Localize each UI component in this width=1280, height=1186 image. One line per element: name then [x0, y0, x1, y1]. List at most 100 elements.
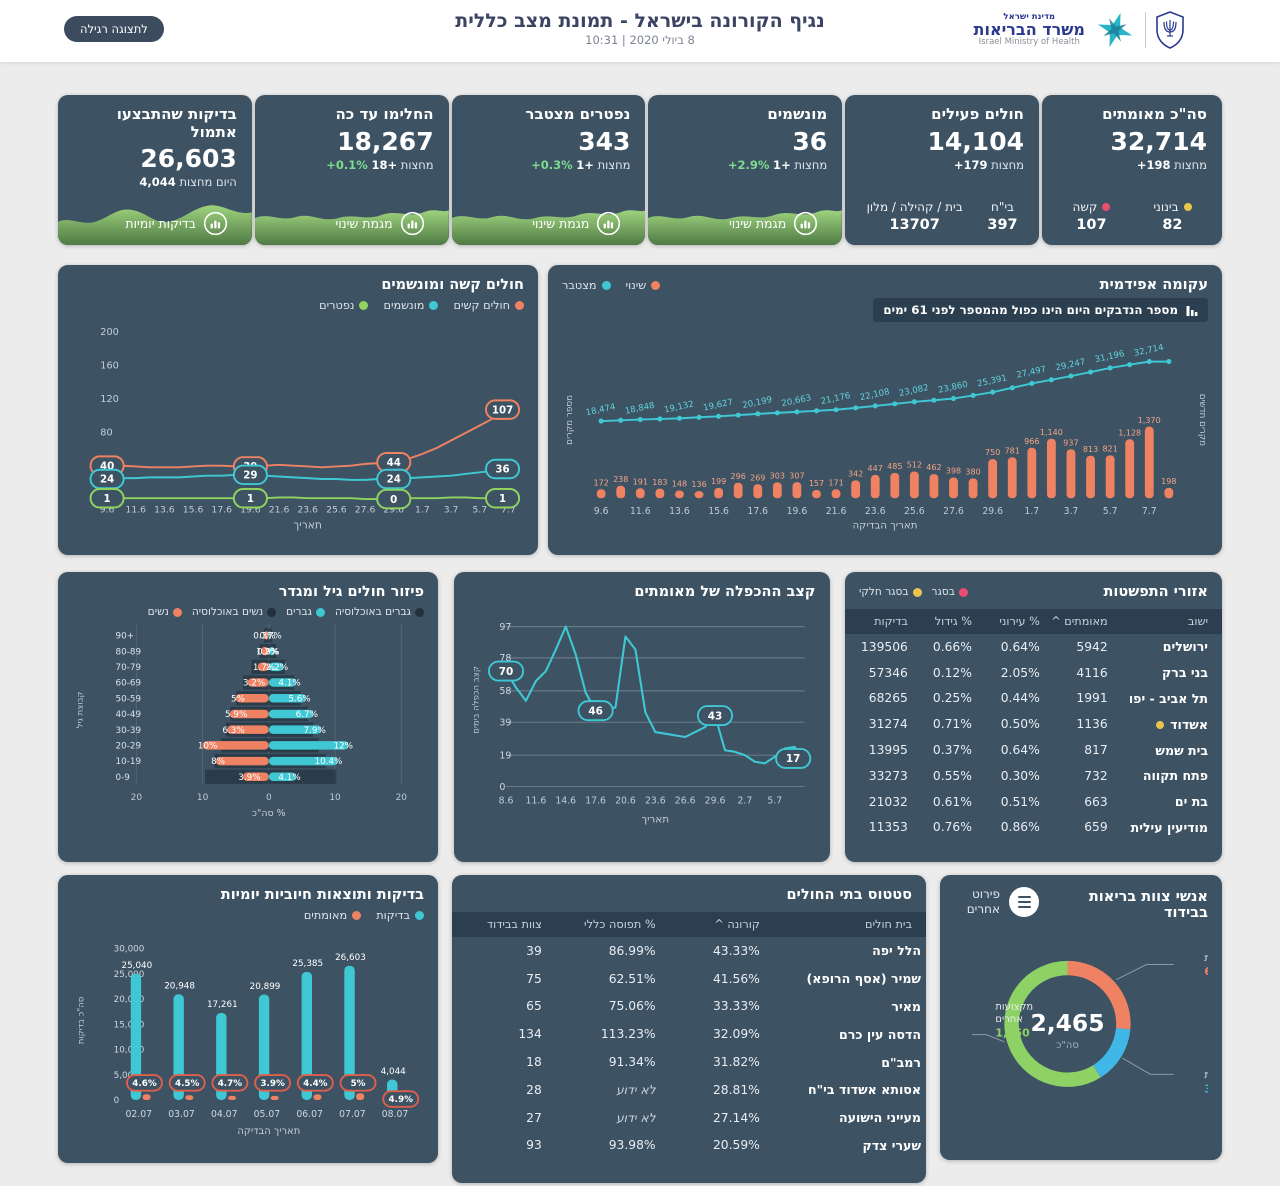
kpi-delta: 4,044 היום מחצות — [139, 175, 237, 190]
svg-text:39: 39 — [499, 718, 511, 729]
table-row[interactable]: שמיר (אסף הרופא) 41.56% 62.51% 75 — [526, 971, 921, 987]
svg-text:29,247: 29,247 — [1055, 357, 1087, 373]
details-menu-button[interactable] — [1009, 887, 1039, 917]
legend-item[interactable]: מצטבר — [562, 279, 611, 292]
kpi-title: חולים פעילים — [931, 105, 1024, 123]
staff-donut-chart[interactable]: אחים/ות651 רופאים/ות364 מקצועות אחרים1,4502… — [954, 923, 1208, 1127]
svg-text:07.07: 07.07 — [339, 1109, 366, 1120]
svg-text:30,000: 30,000 — [114, 945, 145, 955]
svg-text:% סה"כ: % סה"כ — [252, 808, 286, 819]
column-header[interactable]: ישוב — [1112, 609, 1222, 634]
svg-text:5%: 5% — [351, 1079, 366, 1089]
legend-item[interactable]: נשים באוכלוסיה — [192, 606, 277, 618]
svg-text:21,176: 21,176 — [820, 391, 852, 407]
svg-text:25,391: 25,391 — [976, 373, 1008, 389]
table-row[interactable]: בני ברק 4116 2.05% 0.12% 57346 — [868, 665, 1208, 681]
svg-text:26,603: 26,603 — [335, 953, 366, 963]
svg-text:24: 24 — [100, 475, 114, 486]
svg-text:4.7%: 4.7% — [218, 1079, 243, 1089]
svg-text:24: 24 — [387, 475, 401, 486]
epidemic-chart[interactable]: 172 238 191 183 148 136 199 296 269 303 307 157 171 3… — [562, 324, 1208, 533]
kpi-value: 26,603 — [140, 144, 237, 174]
kpi-value: 36 — [792, 126, 828, 156]
doubling-chart[interactable]: 97 78 58 39 19 0 70 46 43 17 8.6 11.6 14.6 17.6 20.6 23… — [468, 602, 816, 830]
svg-text:17.6: 17.6 — [747, 506, 768, 517]
svg-text:22,108: 22,108 — [859, 387, 891, 403]
svg-text:27,497: 27,497 — [1016, 365, 1048, 381]
legend-item[interactable]: בסגר — [932, 586, 968, 598]
legend-item[interactable]: גברים — [286, 606, 325, 618]
svg-text:512: 512 — [907, 461, 922, 470]
tests-chart[interactable]: 30,000 25,000 20,000 15,000 10,000 5,000 0 25,0… — [72, 924, 424, 1140]
table-row[interactable]: הדסה עין כרם 32.09% 113.23% 134 — [518, 1026, 921, 1042]
trend-chart-icon[interactable] — [203, 211, 228, 236]
trend-chart-icon[interactable] — [400, 211, 425, 236]
table-row[interactable]: ירושלים 5942 0.64% 0.66% 139506 — [860, 639, 1208, 655]
column-header[interactable]: % תפוסה כללי — [546, 912, 661, 937]
column-header[interactable]: בית חולים — [764, 912, 926, 937]
table-row[interactable]: אסותא אשדוד בי"ח 28.81% לא ידוע 28 — [526, 1082, 921, 1098]
legend-item[interactable]: גברים באוכלוסיה — [335, 606, 424, 618]
breakdown-label: קשה — [1072, 200, 1098, 214]
svg-text:20,663: 20,663 — [781, 393, 813, 409]
legend-item[interactable]: שינוי — [626, 279, 661, 292]
kpi-breakdown-item: קשה 107 — [1073, 200, 1111, 233]
table-title-hospitals: סטטוס בתי החולים — [786, 887, 912, 903]
table-row[interactable]: תל אביב - יפו 1991 0.44% 0.25% 68265 — [868, 690, 1208, 706]
title-block: נגיף הקורונה בישראל - תמונת מצב כללית 8 … — [0, 0, 1280, 47]
severe-chart[interactable]: 200 160 120 80 40 9.6 11.6 13.6 15.6 17.6 19.6 21.6… — [72, 314, 524, 534]
svg-text:29.6: 29.6 — [982, 506, 1003, 517]
svg-text:27.6: 27.6 — [943, 506, 964, 517]
pyramid-chart[interactable]: 0.7% 0.3% +90 1.2% 0.9% 80-89 1.7% 2.2% 70-79 3.2… — [72, 620, 424, 822]
legend-item[interactable]: נפטרים — [319, 299, 369, 312]
svg-text:תאריך הבדיקה: תאריך הבדיקה — [237, 1126, 300, 1137]
daily-tests-card: בדיקות ותוצאות חיוביות יומיות בדיקות מאומ… — [58, 875, 438, 1163]
legend-dot — [359, 301, 369, 310]
table-row[interactable]: הלל יפה 43.33% 86.99% 39 — [526, 943, 921, 959]
table-row[interactable]: מעייני הישועה 27.14% לא ידוע 27 — [526, 1110, 921, 1126]
legend-item[interactable]: בסגר חלקי — [859, 586, 922, 598]
table-row[interactable]: מודיעין עילית 659 0.86% 0.76% 11353 — [868, 819, 1208, 835]
table-row[interactable]: רמב"ם 31.82% 91.34% 18 — [526, 1054, 921, 1070]
column-header[interactable]: צוות בבידוד — [452, 912, 547, 937]
column-header[interactable]: קורונה ^ — [660, 912, 765, 937]
svg-text:20.6: 20.6 — [615, 796, 636, 807]
svg-text:מקרים חדשים: מקרים חדשים — [1197, 394, 1207, 446]
column-header[interactable]: % גידול — [912, 609, 977, 634]
table-row[interactable]: מאיר 33.33% 75.06% 65 — [526, 998, 921, 1014]
legend-item[interactable]: בדיקות — [376, 909, 424, 922]
column-header[interactable]: בדיקות — [845, 609, 913, 634]
legend-item[interactable]: מאומתים — [304, 909, 362, 922]
column-header[interactable]: % עירוני — [976, 609, 1045, 634]
svg-text:20,899: 20,899 — [250, 982, 281, 992]
column-header[interactable]: מאומתים ^ — [1044, 609, 1113, 634]
logo-ministry-line: משרד הבריאות — [973, 19, 1085, 39]
table-row[interactable]: שערי צדק 20.59% 93.98% 93 — [526, 1137, 921, 1153]
svg-text:19: 19 — [499, 750, 511, 761]
table-row[interactable]: בית שמש 817 0.64% 0.37% 13995 — [868, 742, 1208, 758]
svg-text:0: 0 — [499, 782, 505, 793]
trend-chart-icon[interactable] — [793, 211, 818, 236]
svg-text:10%: 10% — [198, 741, 218, 751]
regular-view-button[interactable]: לתצוגה רגילה — [64, 16, 164, 42]
table-row[interactable]: בת ים 663 0.51% 0.61% 21032 — [868, 794, 1208, 810]
breakdown-label: בית / קהילה / מלון — [866, 200, 963, 214]
svg-text:13.6: 13.6 — [154, 505, 175, 516]
svg-text:אחרים: אחרים — [995, 1014, 1022, 1025]
age-gender-card: פיזור חולים גיל ומגדר גברים באוכלוסיה גבר… — [58, 572, 438, 862]
legend-label: בסגר — [931, 586, 955, 598]
legend-item[interactable]: חולים קשים — [453, 299, 524, 312]
legend-item[interactable]: מונשמים — [383, 299, 439, 312]
logo-state-line: מדינת ישראל — [1003, 11, 1056, 22]
table-row[interactable]: אשדוד 1136 0.50% 0.71% 31274 — [868, 716, 1208, 732]
svg-text:04.07: 04.07 — [211, 1109, 238, 1120]
svg-text:937: 937 — [1063, 438, 1078, 447]
legend-label: מצטבר — [562, 278, 597, 292]
trend-chart-icon[interactable] — [596, 211, 621, 236]
svg-text:70-79: 70-79 — [116, 663, 142, 673]
svg-text:750: 750 — [985, 448, 1000, 457]
table-row[interactable]: פתח תקווה 732 0.30% 0.55% 33273 — [868, 768, 1208, 784]
svg-text:19.6: 19.6 — [240, 505, 261, 516]
legend-item[interactable]: נשים — [148, 606, 182, 618]
svg-text:36: 36 — [495, 465, 509, 476]
